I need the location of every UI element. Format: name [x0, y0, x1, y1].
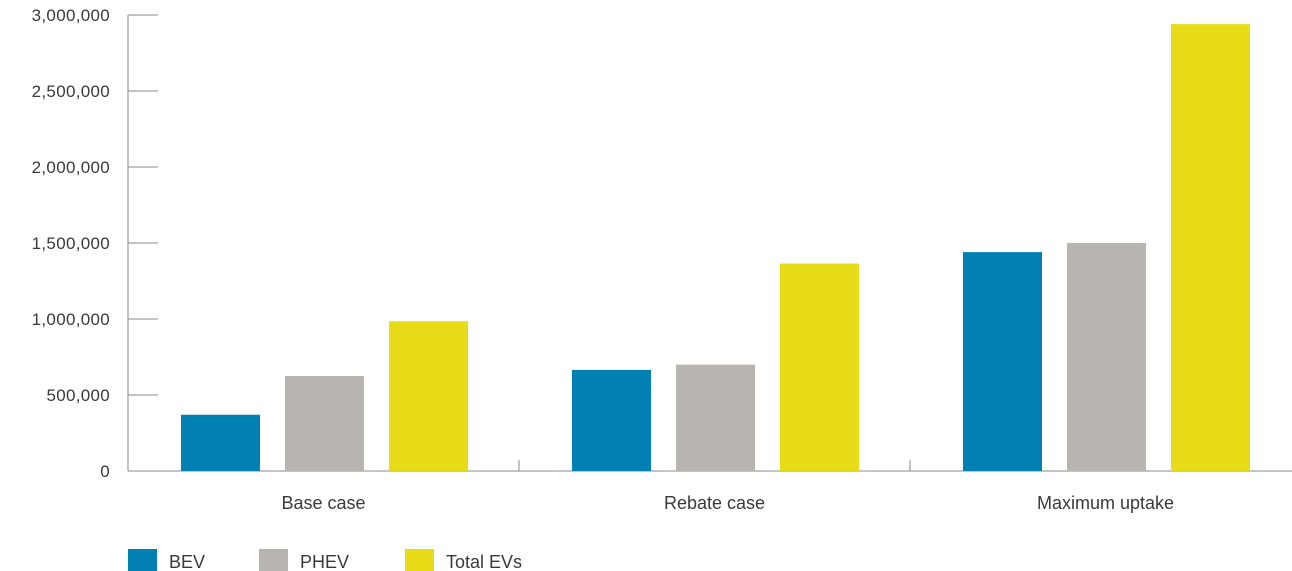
- legend-swatch: [259, 549, 288, 571]
- y-tick-label: 1,000,000: [32, 310, 110, 329]
- x-category-label: Base case: [281, 493, 365, 513]
- legend: BEV PHEV Total EVs: [128, 549, 522, 571]
- legend-swatch: [128, 549, 157, 571]
- bar-phev-rebate-case: [676, 364, 755, 471]
- y-tick-label: 2,000,000: [32, 158, 110, 177]
- bar-total-evs-rebate-case: [780, 263, 859, 471]
- bars: [181, 24, 1250, 472]
- y-tick-label: 0: [100, 462, 110, 481]
- legend-label: PHEV: [300, 552, 349, 571]
- x-category-label: Maximum uptake: [1037, 493, 1174, 513]
- y-axis: 0 500,000 1,000,000 1,500,000 2,000,000 2,500…: [32, 6, 158, 481]
- bar-phev-base-case: [285, 376, 364, 471]
- legend-label: BEV: [169, 552, 205, 571]
- legend-swatch: [405, 549, 434, 571]
- bar-total-evs-maximum-uptake: [1171, 24, 1250, 472]
- x-category-label: Rebate case: [664, 493, 765, 513]
- y-tick-label: 2,500,000: [32, 82, 110, 101]
- y-tick-label: 500,000: [46, 386, 110, 405]
- bar-phev-maximum-uptake: [1067, 243, 1146, 471]
- bar-bev-rebate-case: [572, 369, 651, 471]
- bar-bev-maximum-uptake: [963, 252, 1042, 471]
- y-tick-label: 1,500,000: [32, 234, 110, 253]
- bar-total-evs-base-case: [389, 321, 468, 471]
- legend-label: Total EVs: [446, 552, 522, 571]
- bar-bev-base-case: [181, 414, 260, 471]
- y-tick-label: 3,000,000: [32, 6, 110, 25]
